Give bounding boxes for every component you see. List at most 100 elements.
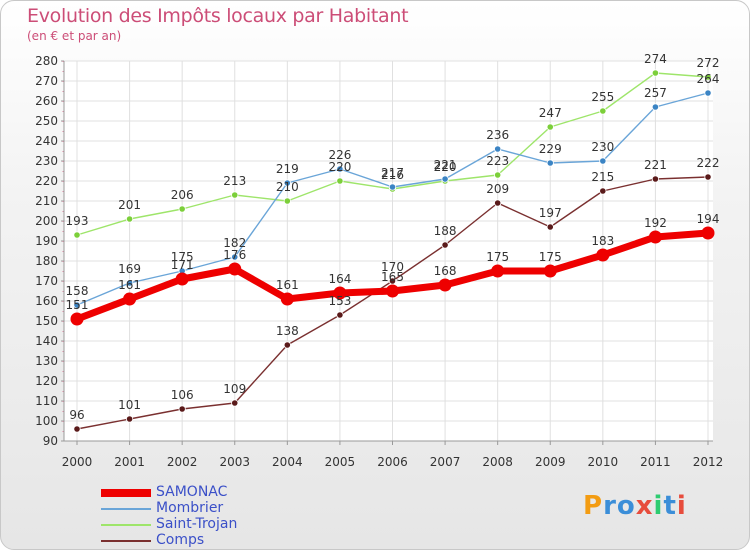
y-tick-label: 240 bbox=[35, 134, 58, 148]
data-label: 151 bbox=[66, 298, 89, 312]
data-point bbox=[280, 292, 294, 306]
legend-item-samonac: SAMONAC bbox=[101, 484, 301, 501]
x-tick-label: 2001 bbox=[114, 455, 145, 469]
y-tick-label: 110 bbox=[35, 394, 58, 408]
data-label: 106 bbox=[171, 388, 194, 402]
data-point bbox=[494, 199, 502, 207]
y-tick-label: 180 bbox=[35, 254, 58, 268]
data-point bbox=[388, 183, 397, 191]
logo-letter: o bbox=[616, 491, 636, 521]
logo-letter: i bbox=[676, 491, 687, 521]
data-point bbox=[125, 415, 134, 423]
data-point bbox=[283, 197, 291, 205]
data-label: 210 bbox=[276, 180, 299, 194]
data-label: 168 bbox=[434, 264, 457, 278]
y-tick-label: 170 bbox=[35, 274, 58, 288]
legend-item-saint-trojan: Saint-Trojan bbox=[101, 516, 301, 533]
y-tick-label: 210 bbox=[35, 194, 58, 208]
legend-label: Mombrier bbox=[156, 500, 224, 516]
data-point bbox=[596, 248, 610, 262]
data-label: 216 bbox=[381, 168, 404, 182]
data-label: 264 bbox=[697, 72, 720, 86]
data-label: 193 bbox=[66, 214, 89, 228]
data-point bbox=[178, 405, 186, 413]
data-label: 206 bbox=[171, 188, 194, 202]
data-point bbox=[441, 175, 449, 183]
y-tick-label: 130 bbox=[35, 354, 58, 368]
chart-legend: SAMONAC Mombrier Saint-Trojan Comps bbox=[101, 484, 301, 549]
data-point bbox=[599, 157, 607, 165]
data-point bbox=[231, 191, 239, 199]
data-point bbox=[704, 73, 712, 81]
data-point bbox=[599, 187, 607, 195]
data-label: 161 bbox=[276, 278, 299, 292]
data-point bbox=[333, 286, 347, 300]
data-point bbox=[494, 145, 502, 153]
data-point bbox=[491, 264, 505, 278]
legend-swatch bbox=[101, 540, 151, 542]
data-label: 236 bbox=[486, 128, 509, 142]
x-tick-label: 2010 bbox=[588, 455, 619, 469]
data-point bbox=[546, 123, 554, 131]
proxiti-logo: Proxiti bbox=[583, 491, 687, 521]
x-tick-label: 2012 bbox=[693, 455, 724, 469]
data-point bbox=[178, 205, 186, 213]
data-label: 175 bbox=[486, 250, 509, 264]
y-tick-label: 280 bbox=[35, 54, 58, 68]
data-label: 215 bbox=[591, 170, 614, 184]
data-point bbox=[599, 107, 607, 115]
y-tick-label: 140 bbox=[35, 334, 58, 348]
data-point bbox=[494, 171, 502, 179]
data-label: 197 bbox=[539, 206, 562, 220]
data-point bbox=[73, 301, 81, 309]
data-label: 272 bbox=[697, 56, 720, 70]
data-label: 209 bbox=[486, 182, 509, 196]
legend-swatch bbox=[101, 489, 151, 497]
data-point bbox=[651, 103, 660, 111]
data-label: 175 bbox=[539, 250, 562, 264]
x-tick-label: 2003 bbox=[219, 455, 250, 469]
data-label: 274 bbox=[644, 52, 667, 66]
data-point bbox=[283, 341, 291, 349]
data-label: 220 bbox=[328, 160, 351, 174]
data-label: 96 bbox=[69, 408, 84, 422]
data-label: 220 bbox=[434, 160, 457, 174]
x-tick-label: 2011 bbox=[640, 455, 671, 469]
data-label: 161 bbox=[118, 278, 141, 292]
data-label: 255 bbox=[591, 90, 614, 104]
x-tick-label: 2004 bbox=[272, 455, 303, 469]
legend-label: Saint-Trojan bbox=[156, 516, 238, 532]
data-point bbox=[336, 311, 344, 319]
data-point bbox=[125, 279, 134, 287]
data-point bbox=[704, 173, 712, 181]
data-point bbox=[441, 241, 449, 249]
data-label: 221 bbox=[644, 158, 667, 172]
y-tick-label: 190 bbox=[35, 234, 58, 248]
y-tick-label: 90 bbox=[43, 434, 58, 448]
x-tick-label: 2007 bbox=[430, 455, 461, 469]
data-label: 247 bbox=[539, 106, 562, 120]
data-label: 229 bbox=[539, 142, 562, 156]
x-tick-label: 2000 bbox=[62, 455, 93, 469]
data-point bbox=[704, 89, 712, 97]
x-tick-label: 2008 bbox=[482, 455, 513, 469]
legend-swatch bbox=[101, 508, 151, 510]
data-point bbox=[336, 177, 344, 185]
y-tick-label: 150 bbox=[35, 314, 58, 328]
data-label: 219 bbox=[276, 162, 299, 176]
data-point bbox=[651, 175, 660, 183]
data-point bbox=[73, 425, 81, 433]
data-label: 188 bbox=[434, 224, 457, 238]
data-point bbox=[546, 159, 554, 167]
data-label: 213 bbox=[223, 174, 246, 188]
data-point bbox=[228, 262, 242, 276]
data-point bbox=[386, 284, 399, 298]
data-point bbox=[231, 253, 239, 261]
y-tick-label: 270 bbox=[35, 74, 58, 88]
data-label: 109 bbox=[223, 382, 246, 396]
data-label: 217 bbox=[381, 166, 404, 180]
legend-item-comps: Comps bbox=[101, 532, 301, 549]
data-label: 223 bbox=[486, 154, 509, 168]
